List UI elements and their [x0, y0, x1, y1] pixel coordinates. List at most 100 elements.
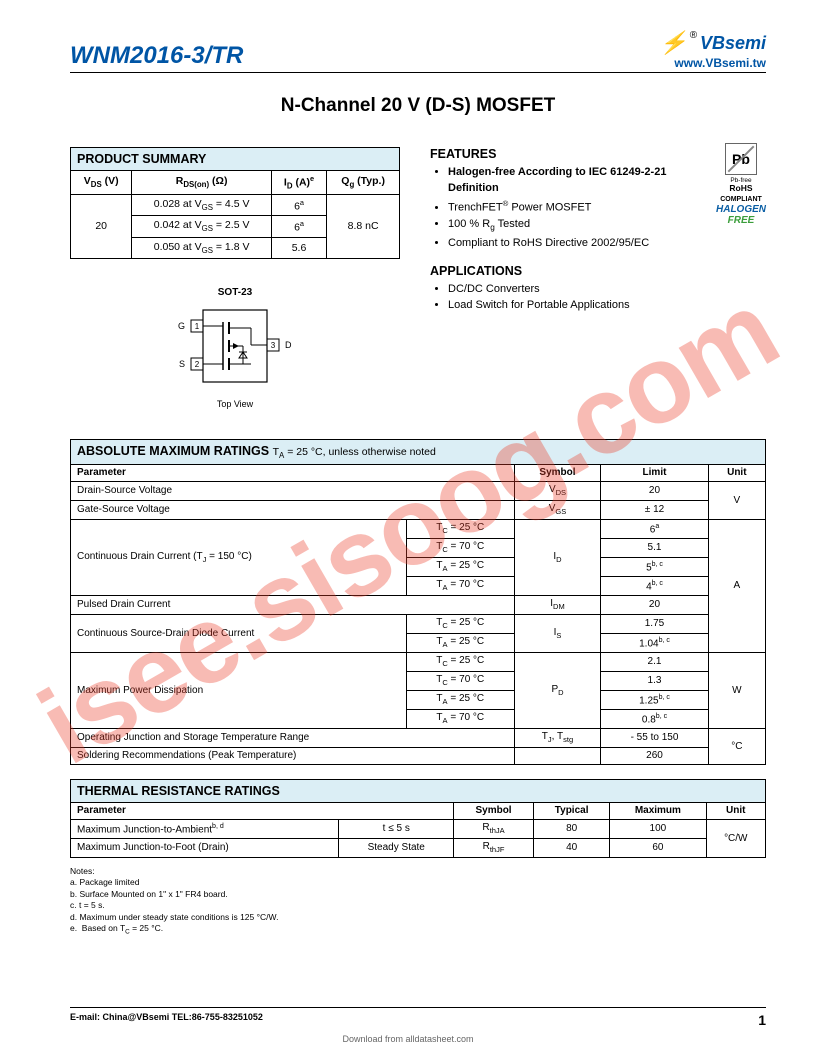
application-item: DC/DC Converters [448, 282, 766, 298]
abs-limit: 20 [601, 481, 708, 500]
svg-text:1: 1 [195, 322, 200, 331]
col-id: ID (A)e [271, 171, 326, 195]
abs-param: Continuous Source-Drain Diode Current [71, 614, 407, 652]
svg-text:3: 3 [271, 341, 276, 350]
abs-param: Continuous Drain Current (TJ = 150 °C) [71, 519, 407, 595]
abs-cond: TC = 70 °C [406, 538, 514, 557]
abs-unit: W [708, 652, 765, 728]
abs-limit: 1.04b, c [601, 633, 708, 652]
abs-sym: PD [514, 652, 601, 728]
page-number: 1 [758, 1012, 766, 1028]
abs-limit: 260 [601, 747, 708, 764]
col-symbol: Symbol [514, 464, 601, 481]
download-source: Download from alldatasheet.com [0, 1034, 816, 1044]
doc-title: N-Channel 20 V (D-S) MOSFET [70, 95, 766, 117]
footer-contact: E-mail: China@VBsemi TEL:86-755-83251052 [70, 1012, 263, 1028]
vds-value: 20 [71, 194, 132, 258]
abs-limit: 1.75 [601, 614, 708, 633]
abs-param: Soldering Recommendations (Peak Temperat… [71, 747, 515, 764]
abs-cond: TA = 70 °C [406, 709, 514, 728]
abs-limit: - 55 to 150 [601, 728, 708, 747]
abs-param: Pulsed Drain Current [71, 595, 515, 614]
rohs-badge: Pb Pb-free RoHS COMPLIANT HALOGEN FREE [716, 143, 766, 226]
svg-text:S: S [179, 359, 185, 369]
rds-3: 0.050 at VGS = 1.8 V [132, 237, 271, 258]
abs-sym: VGS [514, 500, 601, 519]
abs-cond: TA = 25 °C [406, 690, 514, 709]
id-2: 6a [271, 216, 326, 238]
abs-param: Maximum Power Dissipation [71, 652, 407, 728]
part-number: WNM2016-3/TR [70, 42, 243, 70]
thermal-typ: 40 [534, 838, 610, 857]
thermal-max: 60 [610, 838, 706, 857]
brand-name: VBsemi [700, 33, 766, 54]
abs-sym: TJ, Tstg [514, 728, 601, 747]
col-parameter: Parameter [71, 802, 454, 819]
abs-cond: TA = 25 °C [406, 633, 514, 652]
abs-limit: 5.1 [601, 538, 708, 557]
abs-cond: TA = 70 °C [406, 576, 514, 595]
abs-limit: 1.25b, c [601, 690, 708, 709]
abs-cond: TA = 25 °C [406, 557, 514, 576]
abs-limit: 4b, c [601, 576, 708, 595]
thermal-max: 100 [610, 819, 706, 838]
abs-unit: V [708, 481, 765, 519]
registered-mark: ® [690, 30, 697, 41]
product-summary-table: PRODUCT SUMMARY VDS (V) RDS(on) (Ω) ID (… [70, 147, 400, 259]
note-item: a. Package limited [70, 877, 139, 887]
abs-sym: IDM [514, 595, 601, 614]
thermal-table: THERMAL RESISTANCE RATINGS Parameter Sym… [70, 779, 766, 858]
col-unit: Unit [706, 802, 765, 819]
thermal-param: Maximum Junction-to-Foot (Drain) [71, 838, 339, 857]
thermal-heading: THERMAL RESISTANCE RATINGS [71, 779, 766, 802]
footer: E-mail: China@VBsemi TEL:86-755-83251052… [70, 1007, 766, 1028]
package-diagram: SOT-23 1 G 2 S 3 D [70, 287, 400, 409]
abs-param: Drain-Source Voltage [71, 481, 515, 500]
thermal-param: Maximum Junction-to-Ambientb, d [71, 819, 339, 838]
abs-sym [514, 747, 601, 764]
thermal-sym: RthJF [454, 838, 534, 857]
thermal-cond: t ≤ 5 s [339, 819, 454, 838]
abs-limit: 6a [601, 519, 708, 538]
qg-value: 8.8 nC [327, 194, 400, 258]
abs-limit: 20 [601, 595, 708, 614]
note-item: e. Based on TC = 25 °C. [70, 923, 163, 933]
col-parameter: Parameter [71, 464, 515, 481]
logo-icon: ⚡ [660, 30, 687, 55]
abs-limit: 0.8b, c [601, 709, 708, 728]
note-item: b. Surface Mounted on 1" x 1" FR4 board. [70, 889, 228, 899]
halogen-label: HALOGEN [716, 204, 766, 215]
applications-heading: APPLICATIONS [430, 264, 766, 278]
abs-cond: TC = 25 °C [406, 652, 514, 671]
brand-url: www.VBsemi.tw [660, 56, 766, 70]
col-qg: Qg (Typ.) [327, 171, 400, 195]
abs-limit: 1.3 [601, 671, 708, 690]
abs-sym: IS [514, 614, 601, 652]
col-symbol: Symbol [454, 802, 534, 819]
abs-unit: °C [708, 728, 765, 764]
note-item: c. t = 5 s. [70, 900, 105, 910]
col-typical: Typical [534, 802, 610, 819]
col-unit: Unit [708, 464, 765, 481]
col-vds: VDS (V) [71, 171, 132, 195]
abs-heading: ABSOLUTE MAXIMUM RATINGS TA = 25 °C, unl… [71, 439, 766, 464]
abs-limit: 2.1 [601, 652, 708, 671]
logo-block: ⚡ ® VBsemi www.VBsemi.tw [660, 30, 766, 70]
application-item: Load Switch for Portable Applications [448, 298, 766, 314]
abs-sym: VDS [514, 481, 601, 500]
abs-cond: TC = 25 °C [406, 519, 514, 538]
svg-text:2: 2 [195, 360, 200, 369]
svg-text:D: D [285, 340, 292, 350]
pinout-svg: 1 G 2 S 3 D [175, 302, 295, 392]
col-maximum: Maximum [610, 802, 706, 819]
abs-param: Gate-Source Voltage [71, 500, 515, 519]
abs-cond: TC = 25 °C [406, 614, 514, 633]
diagram-caption: Top View [70, 399, 400, 409]
notes-block: Notes: a. Package limited b. Surface Mou… [70, 866, 766, 938]
svg-text:G: G [178, 321, 185, 331]
abs-max-table: ABSOLUTE MAXIMUM RATINGS TA = 25 °C, unl… [70, 439, 766, 765]
abs-limit: 5b, c [601, 557, 708, 576]
thermal-typ: 80 [534, 819, 610, 838]
rohs-text: RoHS COMPLIANT [716, 184, 766, 204]
thermal-cond: Steady State [339, 838, 454, 857]
